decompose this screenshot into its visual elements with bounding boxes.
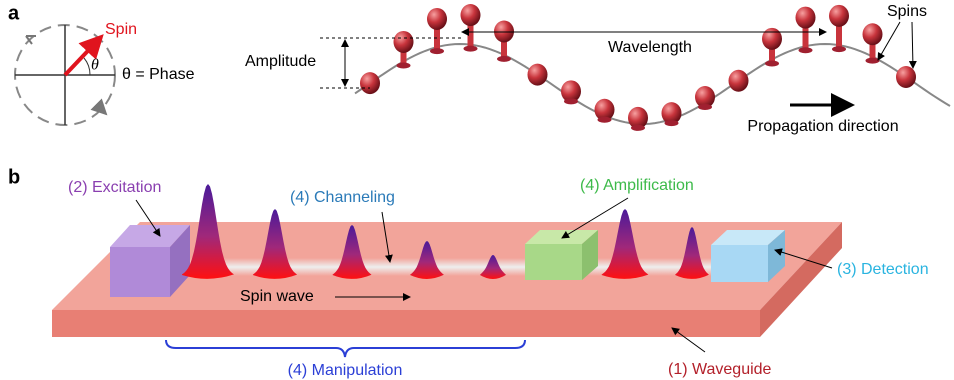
panel-label: a	[8, 2, 20, 24]
spin-base	[464, 46, 478, 52]
excitation-label: (2) Excitation	[68, 179, 161, 196]
spin-ball	[394, 31, 414, 69]
spin-head	[829, 5, 849, 27]
propagation-label: Propagation direction	[747, 118, 898, 135]
spin-head	[528, 64, 548, 86]
spin-head	[461, 4, 481, 26]
amplification-label: (4) Amplification	[580, 177, 694, 194]
waveguide-label: (1) Waveguide	[668, 361, 772, 378]
wavelength-label: Wavelength	[608, 39, 692, 56]
spin-base	[799, 47, 813, 53]
channeling-label: (4) Channeling	[290, 189, 395, 206]
spin-head	[762, 28, 782, 50]
panel-label: b	[8, 166, 20, 188]
excitation-block	[110, 225, 190, 297]
figure: a Spin θ θ = Phase Amplitude Wavelength …	[0, 0, 954, 380]
amplitude-label: Amplitude	[245, 53, 316, 70]
amplifier-block	[525, 230, 598, 280]
spin-base	[698, 104, 712, 110]
spin-ball	[628, 107, 648, 131]
manipulation-brace	[166, 340, 525, 357]
spin-base	[430, 48, 444, 54]
spin-base	[631, 125, 645, 131]
spin-base	[397, 62, 411, 68]
spin-ball	[360, 72, 380, 94]
spins-label: Spins	[887, 3, 927, 20]
spin-ball	[528, 64, 548, 86]
spin-head	[427, 8, 447, 30]
theta-label: θ	[91, 57, 99, 74]
spin-head	[729, 70, 749, 92]
spin-head	[394, 31, 414, 53]
spin-ball	[762, 28, 782, 67]
spin-base	[665, 120, 679, 126]
spin-head	[896, 66, 916, 88]
spin-base	[497, 56, 511, 62]
spin-ball	[427, 8, 447, 54]
phase-label: θ = Phase	[122, 66, 195, 83]
spin-head	[796, 7, 816, 29]
spin-ball	[896, 66, 916, 88]
spin-label: Spin	[105, 21, 137, 38]
spin-wave-illustration	[355, 4, 950, 131]
spin-ball	[796, 7, 816, 54]
spin-ball	[729, 70, 749, 92]
pointer	[912, 22, 913, 68]
spin-base	[832, 46, 846, 52]
spin-base	[866, 58, 880, 64]
spin-base	[564, 98, 578, 104]
spin-ball	[662, 102, 682, 126]
detection-label: (3) Detection	[837, 261, 929, 278]
spin-base	[765, 61, 779, 67]
angle-arc	[84, 58, 90, 75]
spin-base	[598, 117, 612, 123]
waveguide-front	[52, 310, 760, 337]
spin-wave-label: Spin wave	[240, 288, 314, 305]
spin-head	[863, 23, 883, 45]
detector-block	[711, 230, 785, 282]
spin-ball	[494, 20, 514, 61]
manipulation-label: (4) Manipulation	[288, 362, 403, 379]
spin-head	[360, 72, 380, 94]
spin-head	[494, 20, 514, 42]
pointer	[878, 22, 900, 60]
